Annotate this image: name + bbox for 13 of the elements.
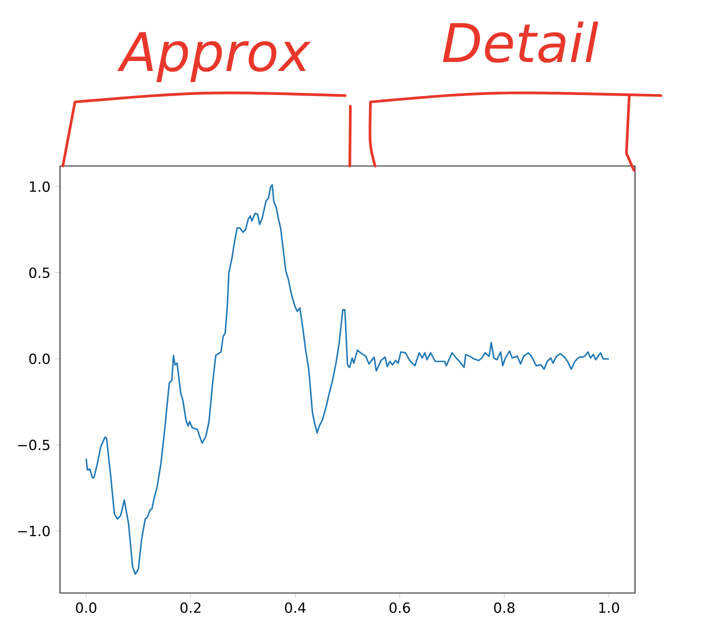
text: Approx xyxy=(117,32,311,82)
y-tick-label: −1.0 xyxy=(18,526,50,536)
x-tick-label: 0.6 xyxy=(390,602,410,613)
x-tick-label: 0.2 xyxy=(180,602,200,613)
x-tick-label: 1.0 xyxy=(599,602,620,613)
y-tick-label: 1.0 xyxy=(30,181,50,192)
y-tick-label: 0.0 xyxy=(29,354,50,364)
x-tick-label: 0.4 xyxy=(285,602,306,613)
y-tick-label: −0.5 xyxy=(18,440,50,450)
text: Detail xyxy=(442,22,598,63)
y-tick-label: 0.5 xyxy=(29,267,50,278)
x-tick-label: 0.0 xyxy=(76,602,96,613)
x-tick-label: 0.8 xyxy=(494,602,514,613)
